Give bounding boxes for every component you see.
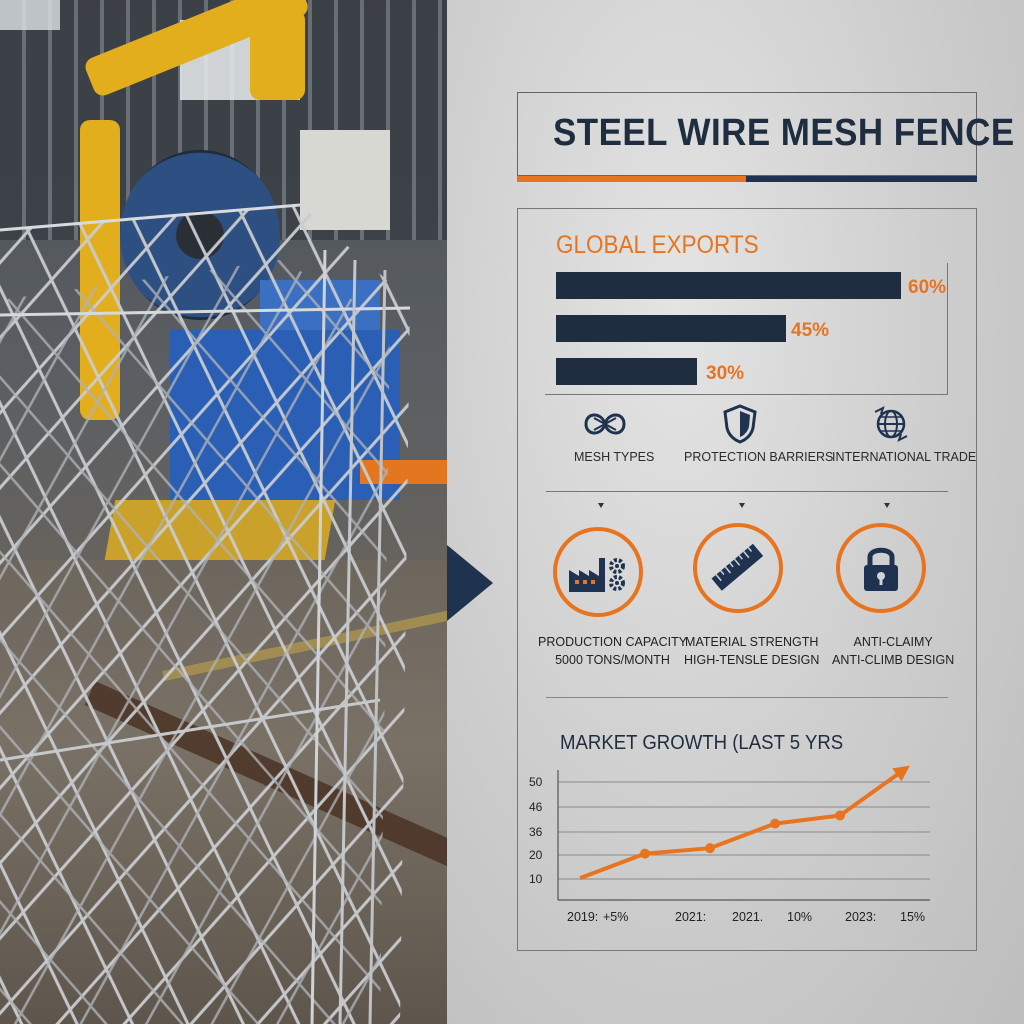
export-bar-label: 30% [706,363,745,384]
exports-heading: GLOBAL EXPORTS [556,231,759,259]
feature-label-protection: PROTECTION BARRIERS [684,450,834,464]
chart-point [640,848,650,859]
chart-arrowhead [892,765,910,782]
stat-label-line: ANTI-CLIMB DESIGN [832,653,955,667]
chart-x-tick: 2021: [675,910,706,924]
feature-label-mesh-types: MESH TYPES [574,450,655,464]
down-tick [739,503,745,508]
chart-y-tick: 20 [529,848,543,862]
chart-y-tick: 46 [529,800,543,814]
title-underline-orange [517,176,746,182]
chart-x-tick: 2019: [567,910,598,924]
chart-point [705,843,715,854]
title-frame [517,92,977,176]
shield-icon [723,404,757,444]
export-bar-label: 45% [791,320,830,341]
padlock-icon [864,547,898,591]
infographic-panel [447,0,1024,1024]
chart-y-tick: 10 [529,872,543,886]
chart-y-tick: 50 [529,775,543,789]
stat-circle-anticlimb [836,523,926,613]
chart-point [770,818,780,829]
section-divider [546,491,948,492]
title-underline-navy [746,176,977,182]
feature-label-trade: INTERNATIONAL TRADE [832,450,977,464]
stat-label-strength: MATERIAL STRENGTH HIGH-TENSLE DESIGN [684,633,819,669]
factory-gears-icon [569,558,625,592]
wire-mesh-fence [0,203,411,1024]
export-bar [556,315,786,342]
chart-x-tick: 10% [787,910,812,924]
stat-label-line: PRODUCTION CAPACITY [538,635,688,649]
robot-arm-head [250,10,305,100]
stat-label-line: MATERIAL STRENGTH [685,635,819,649]
info-card [517,208,977,951]
stat-label-line: HIGH-TENSLE DESIGN [684,653,820,667]
stat-circle-strength [693,523,783,613]
chart-x-tick: 2023: [845,910,876,924]
export-bar [556,358,697,385]
section-divider [546,697,948,698]
chart-x-tick: +5% [603,910,628,924]
chart-y-tick: 36 [529,825,543,839]
stat-label-line: 5000 TONS/MONTH [555,653,670,667]
chart-x-tick: 15% [900,910,925,924]
chart-title: MARKET GROWTH (LAST 5 YRS [560,732,844,754]
down-tick [884,503,890,508]
chart-x-tick: 2021. [732,910,763,924]
export-bar [556,272,901,299]
stat-label-line: ANTI-CLAIMY [853,635,933,649]
skylight [0,0,60,30]
factory-photo [0,0,447,1024]
chart-series-line [579,767,907,881]
link-knot-icon [584,413,626,435]
chart-point [835,810,845,821]
market-growth-chart: 50 46 36 20 10 2019: +5% 2021: 2021. 10% 2023: 15% [529,765,930,924]
exports-bar-frame [545,263,948,395]
stat-circle-production [553,527,643,617]
pointer-arrow [447,545,493,621]
page-title: STEEL WIRE MESH FENCE [553,112,1015,154]
globe-icon [874,406,908,442]
stat-label-anticlimb: ANTI-CLAIMY ANTI-CLIMB DESIGN [832,633,954,669]
export-bar-label: 60% [908,277,947,298]
down-tick [598,503,604,508]
machine-cabinet [300,130,390,230]
ruler-icon [711,543,764,591]
stat-label-production: PRODUCTION CAPACITY 5000 TONS/MONTH [538,633,687,669]
